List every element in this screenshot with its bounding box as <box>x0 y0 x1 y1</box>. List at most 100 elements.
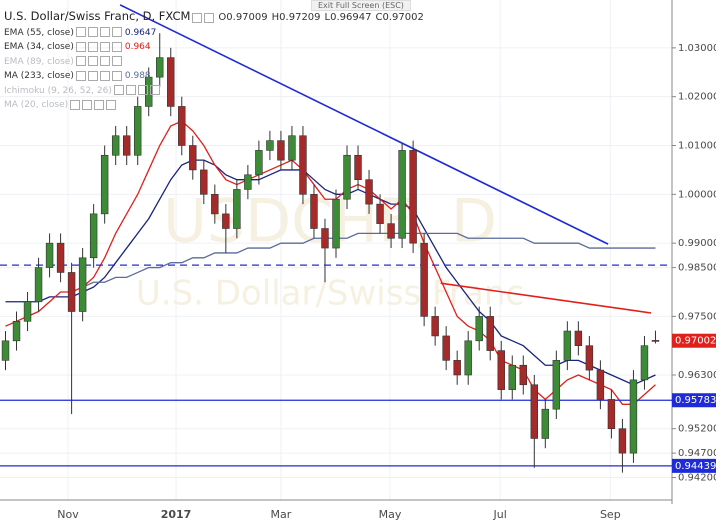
candle-body <box>442 335 450 361</box>
candle-body <box>398 150 406 239</box>
candle-body <box>607 399 616 430</box>
legend-row: U.S. Dollar/Swiss Franc, D, FXCM O0.97009… <box>4 9 424 26</box>
legend-icon-button[interactable] <box>87 70 98 81</box>
legend-text: C <box>375 12 383 23</box>
price-label-box <box>672 333 716 348</box>
legend-text: 0.964 <box>124 42 151 52</box>
candle-body <box>133 106 142 156</box>
candle-body <box>596 369 605 400</box>
candle-body <box>497 350 505 390</box>
x-tick-label: Nov <box>57 508 79 521</box>
legend-icon-button[interactable] <box>70 99 81 110</box>
legend-row: MA (233, close) 0.988 <box>4 69 424 84</box>
legend-icon-button[interactable] <box>111 41 122 52</box>
candle-body <box>420 242 428 317</box>
candle-body <box>321 228 329 249</box>
legend-icon-button[interactable] <box>75 70 86 81</box>
candle-body <box>222 213 230 229</box>
y-tick-label: 1.03000 <box>678 43 716 54</box>
y-tick-label: 1.01000 <box>678 141 716 152</box>
candle-body <box>211 194 219 215</box>
legend-text: Ichimoku (9, 26, 52, 26) <box>4 85 112 96</box>
candle-body <box>288 135 296 161</box>
candle-body <box>1 340 10 361</box>
candle-body <box>299 135 307 195</box>
legend-icon-button[interactable] <box>99 56 110 66</box>
legend-icon-button[interactable] <box>204 12 215 23</box>
candle-body <box>23 301 32 322</box>
candle-body <box>233 189 241 229</box>
price-label: 0.97002 <box>675 336 716 347</box>
legend-text: U.S. Dollar/Swiss Franc, D, FXCM <box>4 9 191 23</box>
watermark: USDCHF, D <box>163 187 497 257</box>
legend-row: EMA (89, close) <box>4 55 424 70</box>
x-tick-label: Jul <box>493 508 507 521</box>
candle-body <box>145 76 153 107</box>
legend-icon-button[interactable] <box>87 27 98 37</box>
candle-body <box>122 135 131 156</box>
y-tick-label: 0.99000 <box>678 238 716 249</box>
legend-icon-button[interactable] <box>87 56 98 66</box>
candle-body <box>464 340 472 376</box>
legend-icon-button[interactable] <box>125 85 136 95</box>
candle-body <box>244 174 252 190</box>
candle-body <box>277 140 285 161</box>
candle-body <box>178 106 186 146</box>
legend-icon-button[interactable] <box>149 85 160 95</box>
legend-text: 0.97009 <box>226 12 268 23</box>
legend-icon-button[interactable] <box>99 41 110 52</box>
legend-icon-button[interactable] <box>99 27 110 37</box>
candle-body <box>574 330 583 347</box>
candle-body <box>431 316 439 337</box>
legend-icon-button[interactable] <box>87 41 98 52</box>
legend-icon-button[interactable] <box>137 85 148 95</box>
candle-body <box>111 135 120 156</box>
legend-icon-button[interactable] <box>192 12 203 23</box>
candle-body <box>67 272 76 312</box>
legend-icon-button[interactable] <box>94 99 105 110</box>
candle-body <box>34 267 43 303</box>
candle-body <box>486 316 494 351</box>
legend-icon-button[interactable] <box>75 41 86 52</box>
candle-body <box>45 242 54 268</box>
x-tick-label: 2017 <box>161 508 192 521</box>
legend-icon-button[interactable] <box>111 27 122 37</box>
exit-fullscreen-button[interactable]: Exit Full Screen (ESC) <box>311 0 411 11</box>
legend-text: EMA (34, close) <box>4 42 74 52</box>
price-label: 0.95783 <box>675 395 716 406</box>
price-label-box <box>672 393 716 408</box>
y-tick-label: 0.96300 <box>678 370 716 381</box>
candle-body <box>541 408 550 439</box>
indicator-line <box>82 232 656 288</box>
legend-icon-button[interactable] <box>75 56 86 66</box>
y-tick-label: 0.94700 <box>678 448 716 459</box>
legend-icon-button[interactable] <box>82 99 93 110</box>
candle-body <box>343 154 351 200</box>
candle-body <box>78 257 87 312</box>
legend-icon-button[interactable] <box>111 70 122 81</box>
legend-row: MA (20, close) <box>4 98 424 113</box>
candle-body <box>651 340 660 342</box>
candle-body <box>618 428 627 454</box>
candle-body <box>387 223 395 239</box>
legend-icon-button[interactable] <box>113 85 124 95</box>
legend-text: 0.9647 <box>124 27 157 38</box>
legend-row: EMA (34, close) 0.964 <box>4 40 424 55</box>
candle-body <box>56 242 65 273</box>
legend-icon-button[interactable] <box>106 99 117 110</box>
legend-text: EMA (89, close) <box>4 56 74 67</box>
candle-body <box>629 379 638 454</box>
legend-icon-button[interactable] <box>111 56 122 66</box>
y-tick-label: 0.95200 <box>678 424 716 435</box>
candle-body <box>156 57 164 78</box>
y-tick-label: 1.02000 <box>678 92 716 103</box>
trendline <box>119 4 609 245</box>
price-label-box <box>672 458 716 473</box>
legend-text: 0.96947 <box>330 12 372 23</box>
candle-body <box>376 203 384 224</box>
legend-icon-button[interactable] <box>99 70 110 81</box>
legend-icon-button[interactable] <box>75 27 86 37</box>
legend-text: L <box>324 12 331 23</box>
legend: U.S. Dollar/Swiss Franc, D, FXCM O0.97009… <box>4 9 424 113</box>
